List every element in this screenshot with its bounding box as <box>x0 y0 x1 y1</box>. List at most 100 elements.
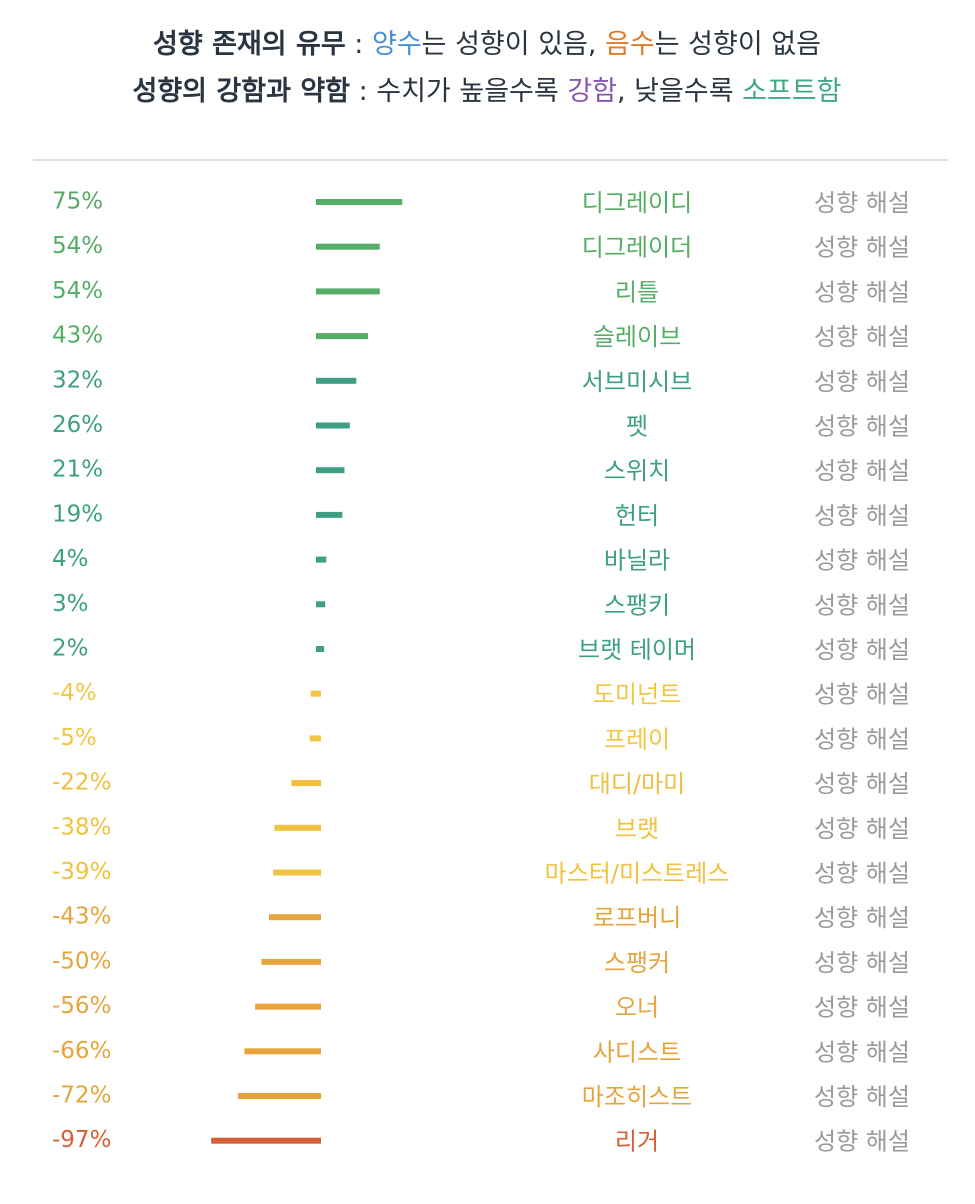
value-label: -22% <box>52 770 111 796</box>
header-text: 소프트함 <box>742 76 841 107</box>
category-label: 브랫 <box>615 815 659 843</box>
header-text: , 낮을수록 <box>617 76 742 107</box>
bar <box>291 780 321 787</box>
category-label: 스팽커 <box>604 949 670 977</box>
explain-link[interactable]: 성향 해설 <box>814 189 910 217</box>
explain-link[interactable]: 성향 해설 <box>814 636 910 664</box>
category-label: 브랫 테이머 <box>578 636 696 664</box>
bar <box>316 243 380 250</box>
value-label: 54% <box>52 278 103 304</box>
bar <box>255 1003 321 1010</box>
category-label: 스팽키 <box>604 591 670 619</box>
explain-link[interactable]: 성향 해설 <box>814 413 910 441</box>
bar <box>316 288 380 295</box>
explain-link[interactable]: 성향 해설 <box>814 234 910 262</box>
value-label: -72% <box>52 1083 111 1109</box>
category-label: 서브미시브 <box>582 368 692 396</box>
explain-link[interactable]: 성향 해설 <box>814 681 910 709</box>
explain-link[interactable]: 성향 해설 <box>814 815 910 843</box>
bar <box>273 869 321 876</box>
value-label: -43% <box>52 904 111 930</box>
category-label: 사디스트 <box>593 1038 681 1066</box>
explain-link[interactable]: 성향 해설 <box>814 1038 910 1066</box>
header-text: 강함 <box>567 76 617 107</box>
explain-link[interactable]: 성향 해설 <box>814 904 910 932</box>
value-label: -5% <box>52 725 97 751</box>
explain-link[interactable]: 성향 해설 <box>814 994 910 1022</box>
category-label: 프레이 <box>604 725 670 753</box>
category-label: 도미넌트 <box>593 681 681 709</box>
category-label: 슬레이브 <box>593 323 681 351</box>
value-label: -50% <box>52 948 111 974</box>
value-label: 21% <box>52 457 103 483</box>
bar <box>244 1048 321 1055</box>
header-line: 성향의 강함과 약함 : 수치가 높을수록 강함, 낮을수록 소프트함 <box>132 76 841 107</box>
bar <box>316 467 345 474</box>
header-line: 성향 존재의 유무 : 양수는 성향이 있음, 음수는 성향이 없음 <box>153 29 821 60</box>
category-label: 바닐라 <box>604 547 670 575</box>
category-label: 스위치 <box>604 457 670 485</box>
value-label: -38% <box>52 814 111 840</box>
category-label: 오너 <box>615 994 659 1022</box>
header-text: 는 성향이 없음 <box>655 29 821 60</box>
category-label: 마스터/미스트레스 <box>545 860 730 888</box>
header-text: 성향의 강함과 약함 <box>132 76 350 107</box>
header-text: 성향 존재의 유무 <box>153 29 346 60</box>
value-label: 75% <box>52 189 103 215</box>
bar <box>316 422 350 429</box>
bar <box>316 556 327 563</box>
value-label: 26% <box>52 412 103 438</box>
bar <box>274 824 321 831</box>
explain-link[interactable]: 성향 해설 <box>814 1083 910 1111</box>
explain-link[interactable]: 성향 해설 <box>814 457 910 485</box>
category-label: 디그레이더 <box>582 234 692 262</box>
category-label: 리틀 <box>615 278 659 306</box>
bar <box>268 914 321 921</box>
value-label: -66% <box>52 1038 111 1064</box>
category-label: 디그레이디 <box>582 189 692 217</box>
bar <box>316 601 326 608</box>
header-text: 음수 <box>605 29 655 60</box>
value-label: -4% <box>52 680 97 706</box>
value-label: -39% <box>52 859 111 885</box>
header-text: 는 성향이 있음, <box>422 29 605 60</box>
bar <box>309 735 321 742</box>
value-label: 54% <box>52 233 103 259</box>
explain-link[interactable]: 성향 해설 <box>814 1128 910 1156</box>
explain-link[interactable]: 성향 해설 <box>814 770 910 798</box>
bar <box>316 646 325 652</box>
explain-link[interactable]: 성향 해설 <box>814 949 910 977</box>
bar <box>316 377 357 384</box>
category-label: 펫 <box>626 413 648 441</box>
category-label: 대디/마미 <box>589 770 685 798</box>
value-label: 3% <box>52 591 89 617</box>
category-label: 마조히스트 <box>582 1083 692 1111</box>
explain-link[interactable]: 성향 해설 <box>814 502 910 530</box>
explain-link[interactable]: 성향 해설 <box>814 368 910 396</box>
bar <box>316 333 369 340</box>
explain-link[interactable]: 성향 해설 <box>814 725 910 753</box>
explain-link[interactable]: 성향 해설 <box>814 323 910 351</box>
category-label: 리거 <box>615 1128 659 1156</box>
bar <box>261 958 321 965</box>
bar <box>211 1137 321 1144</box>
value-label: 19% <box>52 501 103 527</box>
value-label: -56% <box>52 993 111 1019</box>
header-text: 양수 <box>372 29 422 60</box>
explain-link[interactable]: 성향 해설 <box>814 860 910 888</box>
explain-link[interactable]: 성향 해설 <box>814 547 910 575</box>
category-label: 헌터 <box>615 502 659 530</box>
header-text: : <box>346 29 372 60</box>
bar <box>316 511 343 518</box>
value-label: -97% <box>52 1127 111 1153</box>
value-label: 2% <box>52 636 89 662</box>
bar <box>316 199 403 205</box>
bar <box>310 690 321 697</box>
explain-link[interactable]: 성향 해설 <box>814 591 910 619</box>
bar <box>237 1093 321 1099</box>
category-label: 로프버니 <box>593 904 681 932</box>
explain-link[interactable]: 성향 해설 <box>814 278 910 306</box>
value-label: 4% <box>52 546 89 572</box>
header-text: : 수치가 높을수록 <box>350 76 567 107</box>
